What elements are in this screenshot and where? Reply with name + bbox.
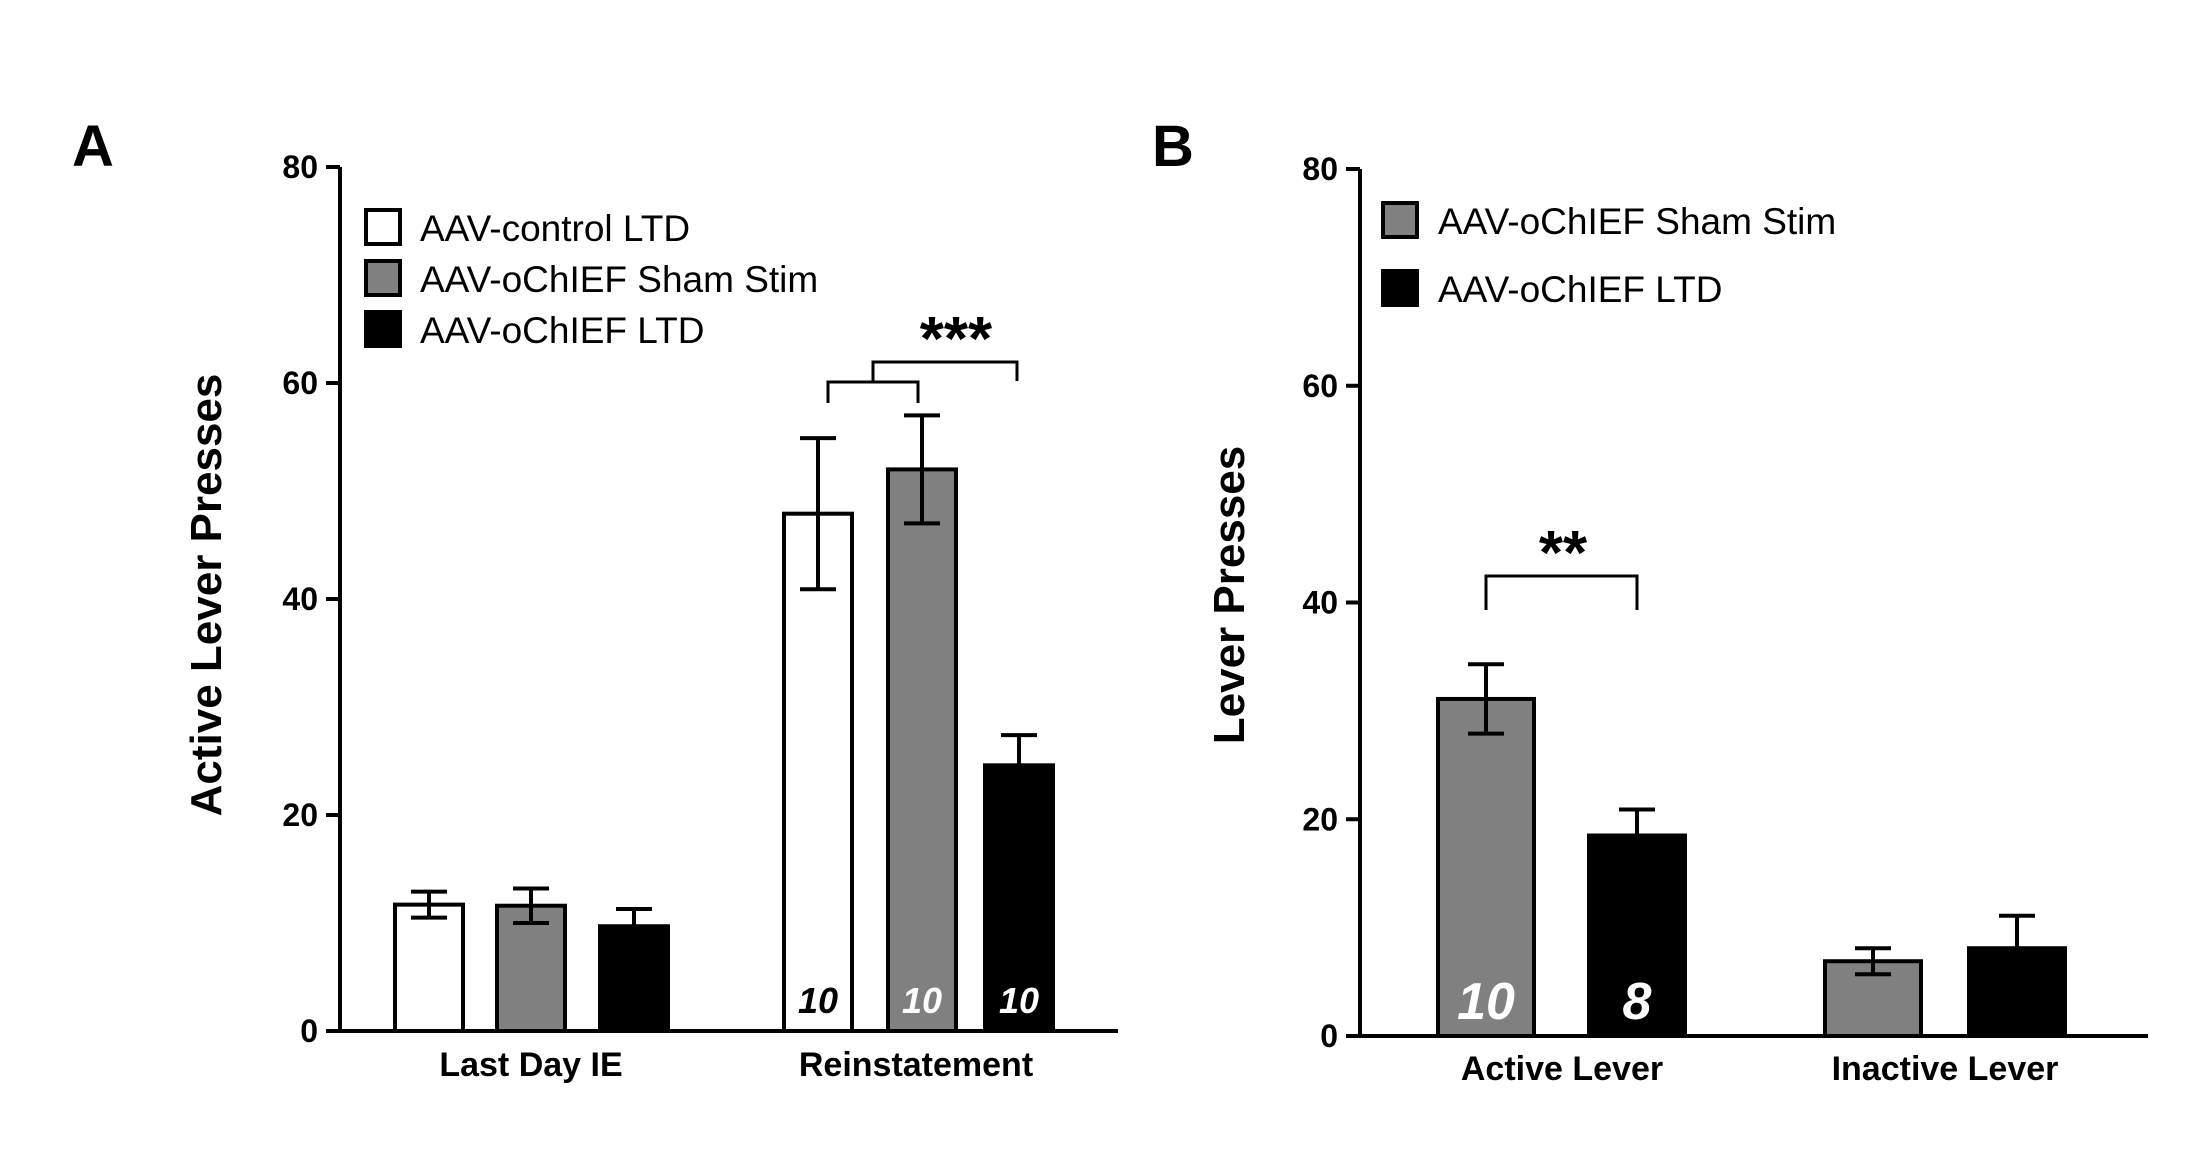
panel-a-significance-label: ***: [920, 305, 993, 374]
panel-b-x-tick-label: Active Lever: [1461, 1050, 1663, 1088]
panel-a-bar: [886, 467, 958, 1033]
panel-b-y-tick-label: 0: [1320, 1018, 1338, 1054]
panel-a-y-tick-label: 60: [282, 365, 318, 401]
panel-a-significance-bracket: [826, 360, 1019, 403]
panel-b-y-tick-label: 60: [1302, 368, 1338, 404]
panel-b-n-label: 8: [1623, 973, 1652, 1031]
panel-a-letter: A: [72, 114, 114, 179]
panel-b-legend-label: AAV-oChIEF Sham Stim: [1438, 201, 1836, 242]
panel-b-significance-bracket: [1484, 574, 1639, 610]
panel-a-y-tick-label: 20: [282, 797, 318, 833]
panel-a-y-axis-title: Active Lever Presses: [182, 374, 231, 817]
panel-a-y-tick-label: 0: [300, 1013, 318, 1049]
panel-a-n-label: 10: [999, 980, 1039, 1021]
panel-a-y-tick-label: 40: [282, 581, 318, 617]
panel-a-legend-label: AAV-control LTD: [420, 208, 690, 249]
panel-b-y-axis-title: Lever Presses: [1205, 446, 1254, 744]
panel-a-n-label: 10: [902, 980, 942, 1021]
panel-a-bar: [495, 903, 567, 1033]
panel-b-n-label: 10: [1457, 973, 1515, 1031]
panel-b-letter: B: [1152, 114, 1194, 179]
panel-b-legend-label: AAV-oChIEF LTD: [1438, 269, 1722, 310]
panel-b-legend-swatch: [1381, 269, 1419, 307]
panel-a-bar: [983, 763, 1055, 1033]
panel-b-bar: [1587, 833, 1687, 1038]
panel-a-legend: AAV-control LTD AAV-oChIEF Sham Stim AAV-o…: [364, 208, 818, 351]
panel-b-legend: AAV-oChIEF Sham Stim AAV-oChIEF LTD: [1381, 201, 1836, 310]
panel-a-legend-swatch: [364, 259, 402, 297]
panel-a-legend-label: AAV-oChIEF Sham Stim: [420, 259, 818, 300]
panel-b-y-tick-label: 20: [1302, 801, 1338, 837]
panel-b-x-tick-label: Inactive Lever: [1832, 1050, 2059, 1088]
panel-a-bar: [393, 902, 465, 1034]
panel-a-bar: [782, 511, 854, 1033]
panel-a-x-tick-label: Last Day IE: [439, 1046, 622, 1084]
panel-a-legend-swatch: [364, 310, 402, 348]
panel-a-x-tick-label: Reinstatement: [799, 1046, 1033, 1084]
panel-a-legend-swatch: [364, 208, 402, 246]
panel-a-legend-label: AAV-oChIEF LTD: [420, 310, 704, 351]
panel-a-n-label: 10: [798, 980, 838, 1021]
panel-b-bar: [1436, 696, 1536, 1038]
panel-b-significance-label: **: [1539, 519, 1588, 588]
panel-b-y-tick-label: 80: [1302, 151, 1338, 187]
panel-b: B Lever Presses 0 20 40 60 80 10 8 Active Lev…: [1152, 114, 2148, 1088]
panel-a-y-tick-label: 80: [282, 149, 318, 185]
panel-b-legend-swatch: [1381, 201, 1419, 239]
panel-b-y-tick-label: 40: [1302, 585, 1338, 621]
